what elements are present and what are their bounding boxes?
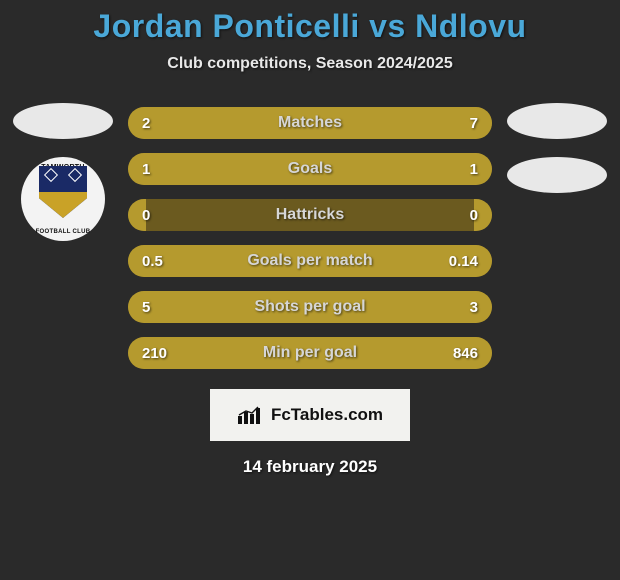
bar-fill-right — [310, 153, 492, 185]
main-row: TAMWORTH FOOTBALL CLUB 27Matches 11Goals 0… — [0, 103, 620, 369]
stat-bar: 210846Min per goal — [128, 337, 492, 369]
stat-bar: 0.50.14Goals per match — [128, 245, 492, 277]
stat-bars: 27Matches 11Goals 00Hattricks 0.50.14Goals … — [128, 103, 492, 369]
page-title: Jordan Ponticelli vs Ndlovu — [0, 8, 620, 45]
right-player-column — [502, 103, 612, 193]
source-logo-text: FcTables.com — [271, 405, 383, 425]
shield-lower-icon — [39, 192, 87, 218]
bar-fill-left — [128, 291, 354, 323]
stat-bar: 27Matches — [128, 107, 492, 139]
left-player-column: TAMWORTH FOOTBALL CLUB — [8, 103, 118, 241]
bar-chart-icon — [237, 406, 265, 424]
bar-fill-right — [412, 337, 492, 369]
bar-fill-right — [186, 107, 492, 139]
badge-inner: TAMWORTH FOOTBALL CLUB — [30, 166, 96, 232]
left-club-badge: TAMWORTH FOOTBALL CLUB — [21, 157, 105, 241]
badge-name-bottom: FOOTBALL CLUB — [30, 229, 96, 235]
page-subtitle: Club competitions, Season 2024/2025 — [0, 55, 620, 73]
infographic-root: Jordan Ponticelli vs Ndlovu Club competi… — [0, 0, 620, 580]
stat-bar: 00Hattricks — [128, 199, 492, 231]
right-secondary-placeholder — [507, 157, 607, 193]
bar-fill-left — [128, 153, 310, 185]
right-avatar-placeholder — [507, 103, 607, 139]
stat-bar: 53Shots per goal — [128, 291, 492, 323]
snapshot-date: 14 february 2025 — [0, 457, 620, 477]
bar-fill-right — [354, 291, 492, 323]
bar-fill-left — [128, 107, 186, 139]
stat-bar: 11Goals — [128, 153, 492, 185]
bar-fill-right — [474, 199, 492, 231]
shield-icon — [39, 166, 87, 218]
left-avatar-placeholder — [13, 103, 113, 139]
shield-cross-icon — [43, 170, 83, 188]
bar-fill-right — [412, 245, 492, 277]
bar-fill-left — [128, 199, 146, 231]
bar-label: Hattricks — [128, 199, 492, 231]
source-logo-box: FcTables.com — [210, 389, 410, 441]
bar-fill-left — [128, 245, 412, 277]
bar-fill-left — [128, 337, 412, 369]
